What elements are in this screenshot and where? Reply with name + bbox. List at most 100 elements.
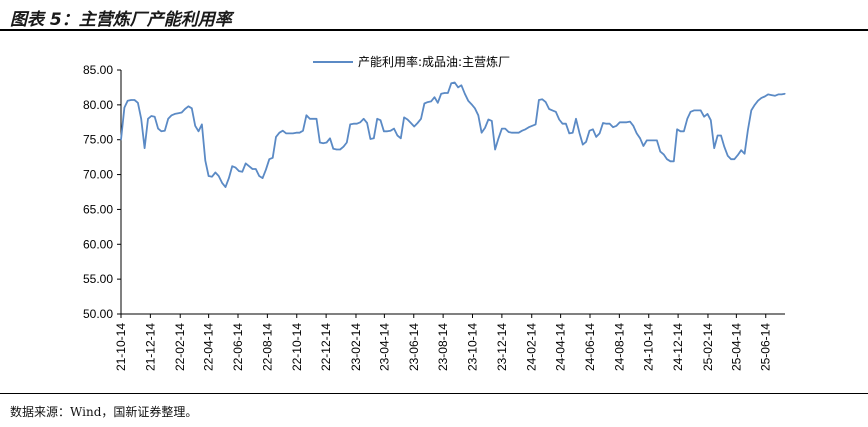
data-point: [410, 122, 412, 124]
data-point: [187, 105, 189, 107]
data-point: [700, 109, 702, 111]
data-point: [221, 182, 223, 184]
data-point: [491, 120, 493, 122]
y-tick-label: 50.00: [83, 307, 113, 321]
data-point: [565, 123, 567, 125]
x-tick-label: 21-12-14: [143, 323, 157, 371]
x-tick-label: 24-06-14: [583, 323, 597, 371]
data-point: [349, 123, 351, 125]
data-point: [669, 160, 672, 162]
data-point: [615, 125, 618, 127]
data-point: [336, 148, 338, 151]
data-point: [214, 171, 216, 174]
data-point: [427, 101, 429, 103]
data-point: [555, 111, 557, 113]
data-point: [127, 100, 129, 102]
data-point: [696, 109, 699, 111]
data-point: [123, 107, 125, 109]
data-point: [528, 126, 530, 128]
legend: 产能利用率:成品油:主营炼厂: [313, 54, 510, 69]
x-tick-label: 23-12-14: [495, 323, 509, 371]
data-point: [386, 130, 388, 132]
data-point: [396, 134, 398, 137]
x-tick-label: 22-12-14: [319, 323, 333, 371]
data-point: [595, 136, 597, 138]
data-point: [545, 101, 547, 103]
data-point: [666, 158, 668, 160]
data-point: [774, 95, 776, 97]
data-point: [440, 93, 442, 95]
data-point: [376, 118, 378, 120]
data-point: [474, 107, 476, 109]
data-point: [406, 118, 409, 121]
data-point: [285, 132, 287, 134]
y-tick-label: 80.00: [83, 98, 113, 112]
y-tick-label: 70.00: [83, 168, 113, 182]
data-point: [241, 171, 243, 173]
data-point: [275, 136, 277, 138]
data-point: [706, 113, 709, 115]
data-point: [133, 99, 136, 101]
data-point: [642, 145, 645, 147]
data-point: [504, 128, 506, 130]
data-point: [288, 132, 291, 134]
data-point: [312, 118, 314, 120]
data-point: [733, 158, 736, 160]
data-point: [235, 167, 237, 169]
x-tick-label: 22-06-14: [231, 323, 245, 371]
x-tick-label: 25-04-14: [729, 323, 743, 371]
data-point: [622, 121, 624, 123]
data-point: [154, 116, 156, 118]
y-tick-label: 60.00: [83, 237, 113, 251]
data-point: [150, 115, 152, 117]
x-tick-label: 25-02-14: [701, 323, 715, 371]
data-point: [160, 130, 162, 132]
data-point: [750, 109, 752, 111]
data-point: [430, 100, 432, 102]
data-point: [632, 125, 634, 127]
data-point: [764, 95, 766, 98]
data-point: [605, 123, 608, 125]
data-point: [251, 168, 254, 170]
data-point: [770, 94, 773, 96]
data-point: [197, 130, 200, 132]
data-point: [262, 177, 264, 179]
data-point: [164, 130, 166, 132]
x-tick-label: 24-02-14: [525, 323, 539, 371]
data-point: [194, 125, 196, 127]
data-point: [538, 99, 540, 101]
data-point: [501, 128, 503, 130]
data-point: [322, 142, 324, 144]
data-point: [369, 138, 371, 140]
data-point: [629, 121, 631, 123]
source-note: 数据来源：Wind，国新证券整理。: [10, 405, 198, 419]
x-tick-label: 24-04-14: [554, 323, 568, 371]
data-point: [781, 93, 783, 95]
data-point: [393, 128, 395, 130]
data-point: [760, 97, 763, 99]
data-point: [447, 92, 449, 94]
data-point: [208, 175, 210, 177]
data-point: [673, 160, 675, 162]
data-point: [191, 107, 193, 109]
x-tick-labels: 21-10-14 21-12-14 22-02-14 22-04-14 22-06-14…: [114, 323, 773, 371]
data-point: [737, 154, 739, 156]
data-point: [278, 132, 280, 134]
data-point: [326, 141, 328, 144]
data-point: [144, 147, 146, 149]
data-point: [255, 168, 257, 170]
data-point: [184, 108, 186, 110]
data-point: [423, 102, 425, 105]
data-point: [652, 139, 655, 141]
data-point: [551, 109, 554, 111]
x-tick-label: 23-08-14: [436, 323, 450, 371]
data-point: [754, 104, 756, 106]
data-point: [730, 158, 732, 160]
data-point: [676, 128, 678, 130]
data-point: [332, 148, 334, 150]
x-tick-label: 22-04-14: [202, 323, 216, 371]
data-point: [403, 116, 405, 118]
y-tick-label: 55.00: [83, 272, 113, 286]
data-point: [359, 121, 361, 123]
data-point: [656, 139, 658, 141]
